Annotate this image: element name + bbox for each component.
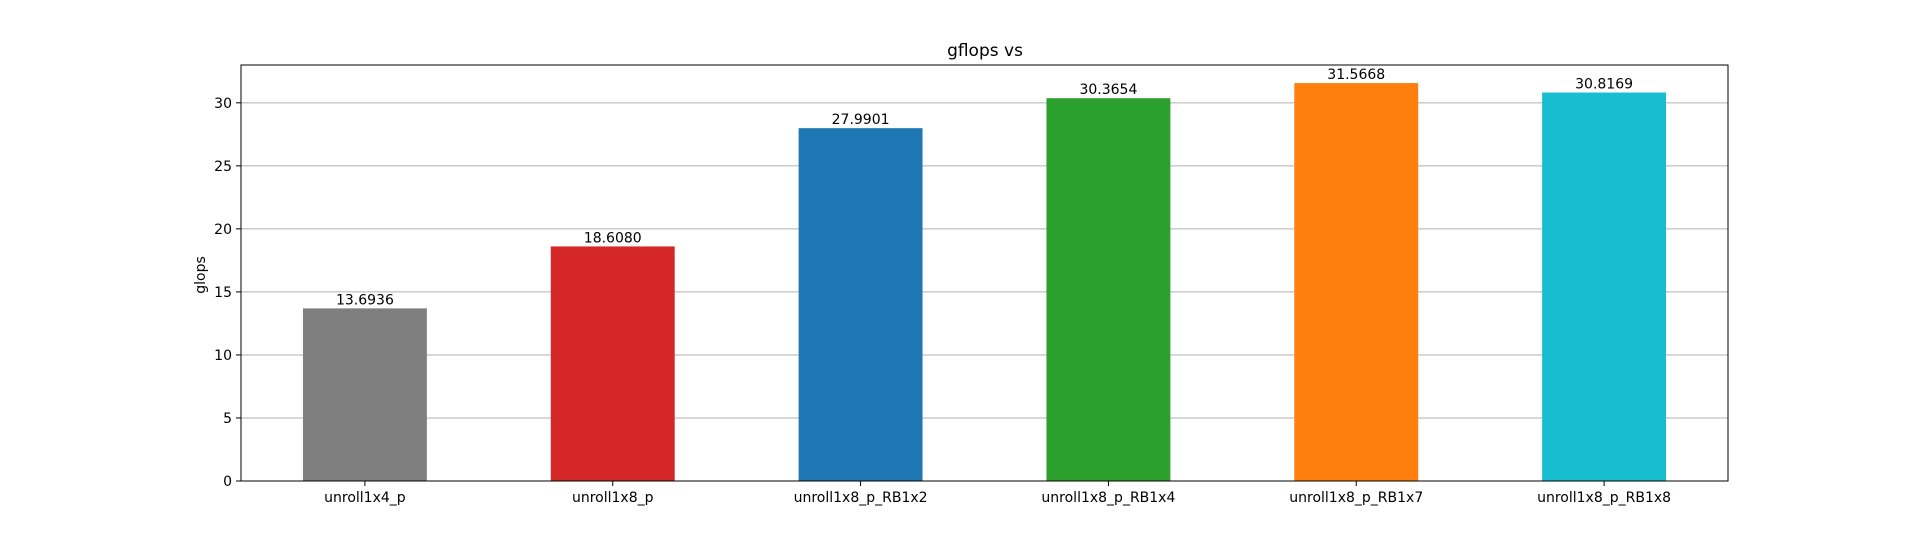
y-tick-label-0: 0 bbox=[223, 474, 232, 490]
x-tick-label-unroll1x8_p_RB1x8: unroll1x8_p_RB1x8 bbox=[1537, 490, 1671, 506]
y-tick-label-10: 10 bbox=[214, 348, 232, 364]
y-tick-label-15: 15 bbox=[214, 285, 232, 301]
value-label-unroll1x8_p_RB1x8: 30.8169 bbox=[1575, 77, 1633, 93]
axes: 0 5 10 15 20 25 30 unroll1x4_p unroll1x8_p unroll… bbox=[214, 64, 1729, 506]
bar-unroll1x8_p_RB1x2 bbox=[798, 128, 923, 482]
y-tick-label-30: 30 bbox=[214, 96, 232, 112]
value-label-unroll1x8_p_RB1x4: 30.3654 bbox=[1079, 82, 1137, 98]
bars bbox=[302, 83, 1667, 482]
x-tick-label-unroll1x8_p: unroll1x8_p bbox=[572, 490, 654, 506]
bar-unroll1x4_p bbox=[302, 308, 427, 481]
bar-unroll1x8_p_RB1x8 bbox=[1542, 92, 1667, 481]
value-label-unroll1x8_p: 18.6080 bbox=[584, 230, 642, 246]
y-tick-label-25: 25 bbox=[214, 159, 232, 175]
grid-lines bbox=[241, 102, 1728, 419]
value-labels: 13.6936 18.6080 27.9901 30.3654 31.5668 30.81… bbox=[336, 67, 1633, 308]
value-label-unroll1x8_p_RB1x2: 27.9901 bbox=[832, 112, 890, 128]
y-tick-label-5: 5 bbox=[223, 411, 232, 427]
x-tick-label-unroll1x8_p_RB1x4: unroll1x8_p_RB1x4 bbox=[1041, 490, 1175, 506]
y-axis-label: glops bbox=[193, 256, 209, 294]
bar-unroll1x8_p_RB1x4 bbox=[1046, 98, 1171, 482]
x-tick-label-unroll1x8_p_RB1x7: unroll1x8_p_RB1x7 bbox=[1289, 490, 1423, 506]
y-tick-label-20: 20 bbox=[214, 222, 232, 238]
value-label-unroll1x4_p: 13.6936 bbox=[336, 292, 394, 308]
bar-unroll1x8_p bbox=[550, 246, 675, 481]
value-label-unroll1x8_p_RB1x7: 31.5668 bbox=[1327, 67, 1385, 83]
bar-unroll1x8_p_RB1x7 bbox=[1294, 83, 1419, 481]
chart-title: gflops vs bbox=[947, 41, 1023, 61]
x-tick-label-unroll1x8_p_RB1x2: unroll1x8_p_RB1x2 bbox=[794, 490, 928, 506]
plot-frame bbox=[240, 64, 1729, 482]
x-tick-label-unroll1x4_p: unroll1x4_p bbox=[324, 490, 406, 506]
